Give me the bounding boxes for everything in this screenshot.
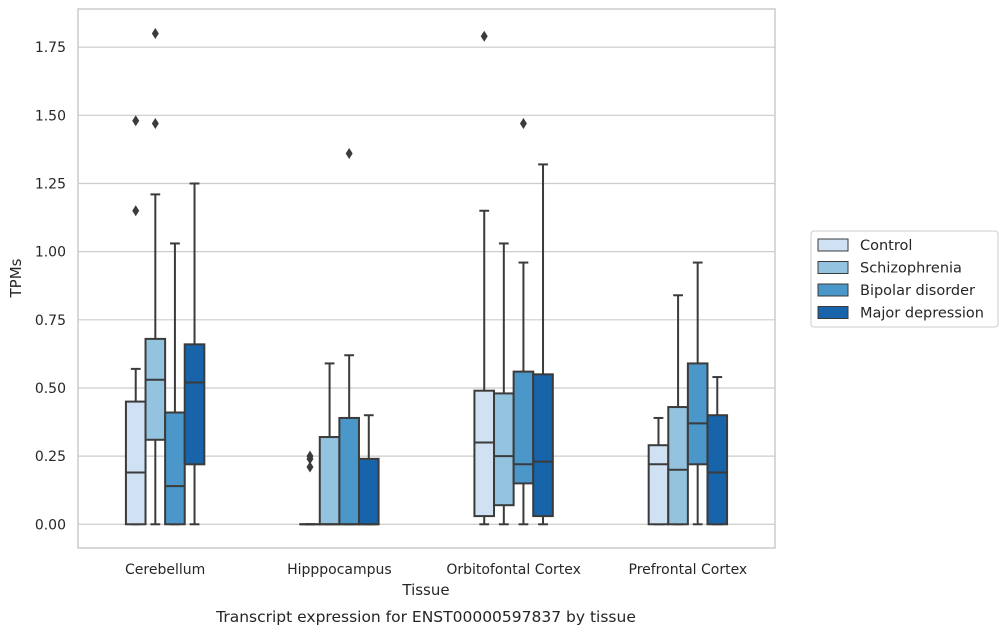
x-tick-label: Cerebellum (125, 562, 205, 578)
y-tick-label: 0.25 (35, 449, 66, 465)
box-body (320, 437, 340, 524)
box-body (533, 374, 553, 516)
box-control (474, 31, 494, 525)
box-body (649, 445, 669, 524)
x-tick-label: Orbitofontal Cortex (446, 562, 581, 578)
y-axis-label: TPMs (7, 258, 25, 298)
outlier-point (306, 462, 313, 473)
outlier-point (132, 115, 139, 126)
box-body (668, 407, 688, 524)
box-body (359, 459, 379, 524)
legend-label: Schizophrenia (860, 261, 962, 277)
box-schizophrenia (668, 295, 688, 524)
legend-label: Control (860, 238, 912, 254)
chart-caption: Transcript expression for ENST0000059783… (215, 608, 636, 626)
box-major-depression (707, 377, 727, 524)
outlier-point (346, 148, 353, 159)
legend-swatch (818, 307, 848, 319)
y-tick-label: 1.25 (35, 176, 66, 192)
x-tick-label: Prefrontal Cortex (629, 562, 748, 578)
box-body (474, 391, 494, 516)
x-axis-ticks: Cerebellum Hipppocampus Orbitofontal Corte… (125, 562, 747, 578)
box-body (707, 415, 727, 524)
box-body (185, 344, 205, 464)
box-major-depression (185, 183, 205, 524)
x-tick-label: Hipppocampus (287, 562, 392, 578)
box-body (165, 413, 185, 525)
y-axis-ticks: 0.00 0.25 0.50 0.75 1.00 1.25 1.50 1.75 (35, 40, 66, 533)
outlier-point (132, 205, 139, 216)
y-tick-label: 1.50 (35, 108, 66, 124)
y-tick-label: 1.75 (35, 40, 66, 56)
box-body (126, 402, 146, 525)
y-tick-label: 0.50 (35, 381, 66, 397)
y-tick-label: 0.00 (35, 517, 66, 533)
box-bipolar-disorder (688, 263, 708, 525)
box-body (146, 339, 166, 440)
outlier-point (520, 118, 527, 129)
box-schizophrenia (494, 243, 514, 524)
box-body (688, 363, 708, 464)
legend-swatch (818, 239, 848, 251)
box-bipolar-disorder (339, 148, 359, 524)
box-bipolar-disorder (514, 118, 534, 524)
y-tick-label: 0.75 (35, 313, 66, 329)
box-schizophrenia (146, 28, 166, 524)
legend-swatch (818, 284, 848, 296)
box-body (514, 372, 534, 484)
y-tick-label: 1.00 (35, 245, 66, 261)
outlier-point (481, 31, 488, 42)
x-axis-label: Tissue (401, 581, 449, 599)
outlier-point (152, 118, 159, 129)
box-body (339, 418, 359, 524)
box-body (494, 393, 514, 505)
legend-swatch (818, 262, 848, 274)
legend-label: Bipolar disorder (860, 283, 975, 299)
legend-label: Major depression (860, 306, 984, 322)
legend: Control Schizophrenia Bipolar disorder Majo… (811, 231, 998, 327)
box-bipolar-disorder (165, 243, 185, 524)
box-control (300, 451, 320, 525)
outlier-point (152, 28, 159, 39)
box-control (649, 418, 669, 524)
box-major-depression (359, 415, 379, 524)
box-major-depression (533, 164, 553, 524)
box-series-layer (126, 28, 727, 524)
